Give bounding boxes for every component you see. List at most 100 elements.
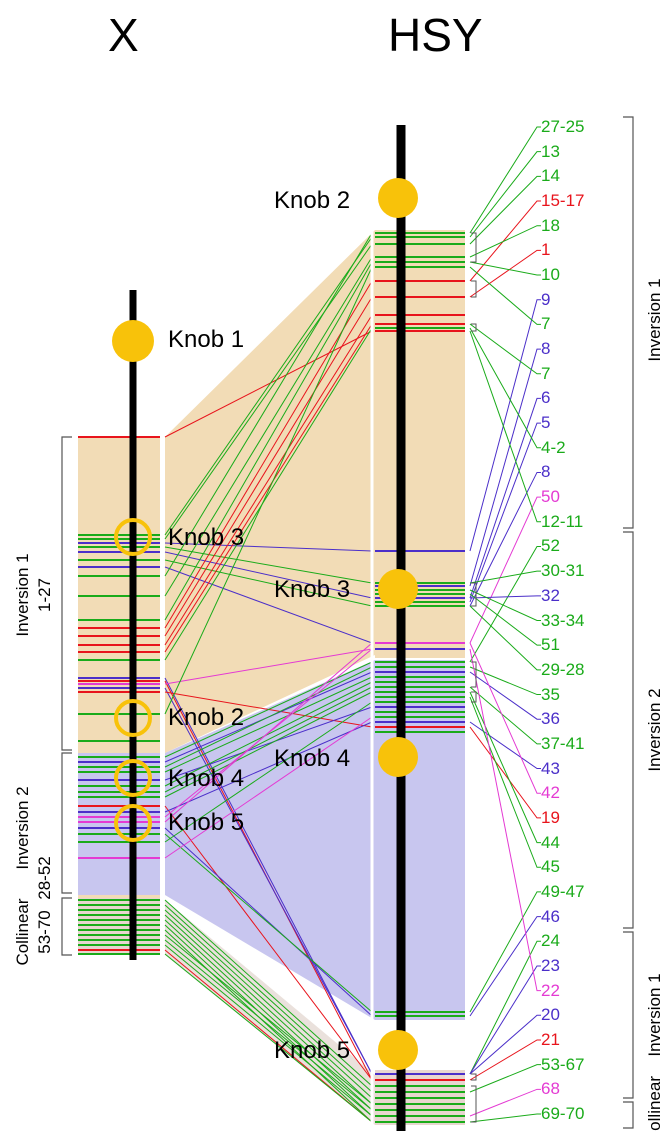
x-knob2-label: Knob 2: [168, 704, 245, 731]
homology-line: [164, 546, 373, 584]
marker-leader-line: [469, 299, 541, 552]
marker-leader-line: [469, 1014, 541, 1075]
marker-label: 12-11: [541, 511, 584, 531]
homology-lines: [164, 232, 373, 1123]
hsy-knob5-label: Knob 5: [274, 1037, 351, 1064]
marker-label: 8: [541, 339, 551, 359]
hsy-collinear-label: Collinear: [645, 1076, 664, 1131]
marker-group-bracket: [471, 1073, 477, 1081]
homology-line: [164, 661, 373, 758]
homology-line: [164, 681, 373, 787]
homology-line: [164, 266, 373, 715]
marker-leader-line: [469, 1039, 541, 1081]
marker-label: 37-41: [541, 733, 585, 753]
marker-leader-line: [469, 605, 541, 671]
marker-leader-line: [469, 916, 541, 1017]
homology-line: [164, 327, 373, 661]
marker-label: 42: [541, 783, 560, 803]
marker-group-bracket: [471, 582, 477, 607]
homology-line: [164, 232, 373, 577]
marker-leader-line: [469, 397, 541, 599]
homology-line: [164, 666, 373, 768]
homology-line: [164, 833, 373, 1013]
x-inv2-block: [78, 753, 160, 895]
marker-label: 32: [541, 585, 560, 605]
homology-line: [164, 261, 373, 621]
marker-label: 21: [541, 1029, 560, 1049]
x-region-brackets: [61, 436, 72, 956]
marker-label: 51: [541, 635, 560, 655]
x-knob4-icon: [114, 759, 152, 797]
hsy-inversion1b-label: Inversion 1: [645, 973, 664, 1056]
hsy-knob2-label: Knob 2: [274, 187, 351, 214]
homology-line: [164, 296, 373, 637]
homology-line: [164, 314, 373, 646]
hsy-knob4-icon: [378, 737, 418, 777]
homology-line: [164, 914, 373, 1105]
homology-line: [164, 236, 373, 536]
marker-label: 5: [541, 413, 551, 433]
homology-line: [164, 934, 373, 1105]
marker-leader-line: [469, 696, 541, 868]
x-knob1-label: Knob 1: [168, 326, 245, 353]
homology-line: [164, 716, 373, 859]
homology-line: [164, 919, 373, 1111]
marker-label: 52: [541, 536, 560, 556]
homology-line: [164, 542, 373, 552]
hsy-chromosome-bands: [375, 232, 465, 1123]
marker-leader-line: [469, 595, 541, 599]
homology-line: [164, 899, 373, 1087]
homology-line: [164, 909, 373, 1099]
hsy-inversion2-label: Inversion 2: [645, 688, 664, 771]
homology-line: [164, 701, 373, 843]
marker-leader-lines: [469, 126, 541, 1123]
hsy-knob2-icon: [378, 178, 418, 218]
marker-leader-line: [469, 330, 541, 523]
marker-label: 1: [541, 240, 551, 260]
hsy-inversion1-label: Inversion 1: [645, 278, 664, 361]
marker-label: 15-17: [541, 191, 585, 211]
marker-group-bracket: [471, 691, 477, 703]
x-knob5-icon: [114, 804, 152, 842]
marker-leader-line: [469, 891, 541, 1013]
marker-label: 27-25: [541, 117, 585, 136]
x-inversion1-label: Inversion 1: [13, 553, 32, 636]
marker-label: 22: [541, 980, 560, 1000]
marker-leader-line: [469, 593, 541, 646]
marker-label: 36: [541, 709, 560, 729]
homology-line: [164, 243, 373, 540]
marker-leader-line: [469, 348, 541, 587]
homology-line: [164, 256, 373, 597]
marker-leader-line: [469, 327, 541, 449]
x-collinear-range: 53-70: [35, 910, 54, 953]
homology-line: [164, 924, 373, 1117]
x-knob1-icon: [112, 320, 154, 362]
x-knob5-label: Knob 5: [168, 809, 245, 836]
hsy-knob3-icon: [378, 569, 418, 609]
marker-leader-line: [469, 965, 541, 1075]
marker-label: 20: [541, 1005, 560, 1025]
x-collinear-block: [78, 898, 160, 955]
hsy-inv2-block: [375, 660, 465, 1020]
marker-leader-line: [469, 266, 541, 325]
homology-line: [164, 827, 373, 1017]
x-knob3-label: Knob 3: [168, 524, 245, 551]
marker-label: 4-2: [541, 437, 566, 457]
marker-leader-line: [469, 726, 541, 819]
marker-leader-line: [469, 721, 541, 770]
marker-label: 43: [541, 758, 560, 778]
marker-label: 45: [541, 857, 560, 877]
marker-group-bracket: [471, 232, 477, 263]
marker-label: 35: [541, 684, 560, 704]
marker-label: 30-31: [541, 561, 585, 581]
homology-line: [164, 677, 373, 1075]
homology-line: [164, 953, 373, 1123]
marker-leader-line: [469, 570, 541, 584]
marker-group-bracket: [471, 280, 477, 298]
marker-leader-line: [469, 151, 541, 238]
homology-line: [164, 944, 373, 1117]
marker-label: 69-70: [541, 1104, 585, 1123]
marker-leader-line: [469, 666, 541, 696]
homology-line: [164, 687, 373, 1075]
